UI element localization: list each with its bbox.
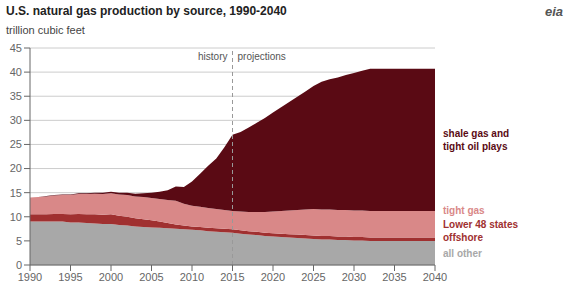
svg-text:2020: 2020 (261, 271, 285, 283)
html-text:eia: eia (544, 4, 563, 19)
svg-text:10: 10 (10, 211, 22, 223)
html-text:U.S. natural gas production by: U.S. natural gas production by source, 1… (6, 4, 287, 18)
svg-text:2025: 2025 (301, 271, 325, 283)
svg-text:2005: 2005 (139, 271, 163, 283)
svg-text:35: 35 (10, 90, 22, 102)
svg-text:projections: projections (238, 51, 286, 62)
html-text:Lower 48 states offshore: Lower 48 states offshore (443, 219, 518, 244)
svg-text:15: 15 (10, 187, 22, 199)
svg-text:2015: 2015 (220, 271, 244, 283)
html-text:trillion cubic feet: trillion cubic feet (6, 24, 85, 36)
svg-text:1995: 1995 (58, 271, 82, 283)
svg-text:0: 0 (16, 259, 22, 271)
svg-text:2035: 2035 (382, 271, 406, 283)
svg-text:2000: 2000 (99, 271, 123, 283)
svg-text:1990: 1990 (18, 271, 42, 283)
html-text:shale gas and tight oil plays: shale gas and tight oil plays (443, 127, 510, 152)
svg-text:2040: 2040 (423, 271, 447, 283)
html-text:tight gas: tight gas (443, 204, 485, 216)
html-text:all other: all other (443, 247, 482, 259)
svg-text:history: history (198, 51, 227, 62)
svg-text:25: 25 (10, 138, 22, 150)
svg-text:45: 45 (10, 42, 22, 54)
svg-text:40: 40 (10, 66, 22, 78)
svg-text:5: 5 (16, 235, 22, 247)
svg-text:2030: 2030 (342, 271, 366, 283)
svg-text:20: 20 (10, 162, 22, 174)
svg-text:2010: 2010 (180, 271, 204, 283)
svg-text:30: 30 (10, 114, 22, 126)
